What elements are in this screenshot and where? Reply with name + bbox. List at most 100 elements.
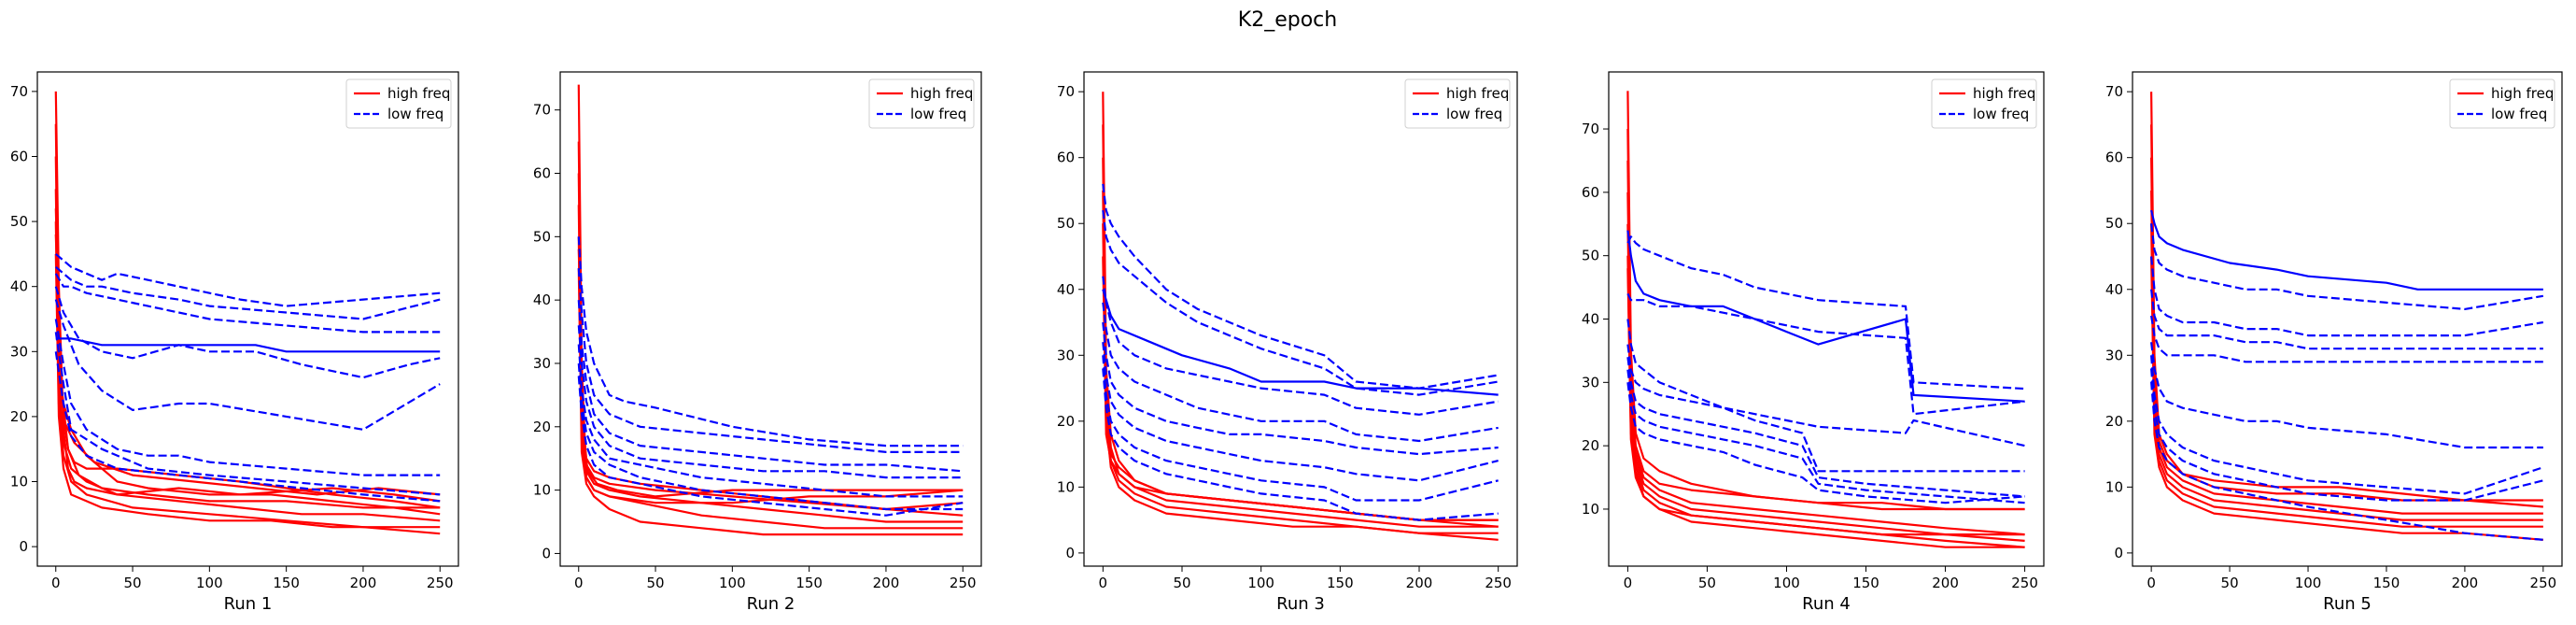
low-freq-line-9 — [577, 268, 964, 453]
x-tick-label: 50 — [647, 575, 665, 591]
y-tick-label: 30 — [533, 355, 551, 372]
low-freq-line-13 — [1102, 342, 1499, 482]
low-freq-line-12 — [54, 273, 441, 334]
high-freq-line-6 — [2150, 256, 2543, 541]
series-group — [54, 91, 441, 535]
high-freq-line-5 — [54, 221, 441, 535]
x-axis-label: Run 4 — [1802, 594, 1851, 614]
legend: high freq low freq — [345, 78, 452, 129]
high-freq-line-4 — [54, 189, 441, 522]
x-tick-label: 0 — [1624, 575, 1633, 591]
low-freq-line-9 — [55, 337, 441, 353]
chart-panel-1: 0 50 100 150 200 250 0 10 20 30 40 50 60 70 Run 1 high … — [10, 71, 459, 614]
legend-low-freq-label: low freq — [387, 106, 443, 122]
high-freq-line-1 — [54, 91, 441, 503]
x-tick-label: 100 — [1247, 575, 1274, 591]
legend-high-freq-label: high freq — [910, 85, 973, 102]
y-tick-label: 50 — [2105, 215, 2123, 232]
y-tick-label: 60 — [2105, 149, 2123, 166]
low-freq-line-7 — [1102, 289, 1499, 396]
y-tick-label: 30 — [1057, 347, 1075, 363]
y-tick-label: 70 — [2105, 83, 2123, 100]
high-freq-line-2 — [577, 141, 964, 511]
x-tick-label: 100 — [2295, 575, 2322, 591]
x-tick-label: 0 — [574, 575, 584, 591]
high-freq-line-5 — [577, 236, 964, 530]
chart-panel-3: 0 50 100 150 200 250 0 10 20 30 40 50 60 70 Run 3 high … — [1057, 71, 1518, 614]
plot-frame — [559, 71, 982, 567]
y-tick-label: 40 — [10, 278, 28, 295]
legend-high-freq-label: high freq — [387, 85, 450, 102]
series-group — [2150, 92, 2544, 541]
x-tick-label: 150 — [2373, 575, 2400, 591]
legend-high-freq-label: high freq — [2491, 85, 2554, 102]
high-freq-line-7 — [577, 249, 964, 498]
high-freq-line-2 — [1626, 128, 2025, 511]
y-tick-label: 40 — [1582, 311, 1599, 328]
y-tick-label: 50 — [533, 228, 551, 245]
y-tick-label: 20 — [10, 408, 28, 425]
y-tick-label: 20 — [2105, 413, 2123, 430]
low-freq-line-7 — [2150, 209, 2543, 291]
x-tick-label: 150 — [795, 575, 823, 591]
y-tick-label: 50 — [1057, 215, 1075, 232]
low-freq-line-11 — [1102, 302, 1499, 443]
high-freq-line-5 — [2150, 223, 2543, 528]
legend-high-freq-label: high freq — [1446, 85, 1509, 102]
high-freq-line-7 — [54, 234, 441, 496]
x-axis-label: Run 1 — [224, 594, 273, 614]
low-freq-line-10 — [1626, 292, 2025, 416]
low-freq-line-14 — [2150, 368, 2544, 502]
x-tick-label: 100 — [1773, 575, 1800, 591]
low-freq-line-8 — [577, 236, 964, 447]
y-tick-label: 10 — [10, 474, 28, 490]
high-freq-line-4 — [1102, 190, 1499, 541]
low-freq-line-13 — [2150, 355, 2544, 495]
legend-low-freq-label: low freq — [910, 106, 966, 122]
low-freq-line-14 — [54, 299, 441, 431]
low-freq-line-9 — [1102, 209, 1499, 396]
high-freq-line-3 — [2150, 157, 2543, 515]
high-freq-line-8 — [54, 208, 441, 509]
y-tick-label: 0 — [1065, 545, 1075, 561]
y-tick-label: 10 — [2105, 478, 2123, 495]
legend-box — [2449, 78, 2555, 129]
legend-low-freq-label: low freq — [1973, 106, 2029, 122]
low-freq-line-15 — [54, 319, 441, 476]
legend-box — [1404, 78, 1511, 129]
y-tick-label: 0 — [19, 538, 28, 555]
legend-low-freq-label: low freq — [1446, 106, 1502, 122]
x-tick-label: 200 — [2452, 575, 2479, 591]
low-freq-line-13 — [54, 286, 441, 379]
y-tick-label: 0 — [2114, 545, 2123, 561]
high-freq-line-2 — [2150, 124, 2543, 508]
chart-panel-2: 0 50 100 150 200 250 0 10 20 30 40 50 60 70 Run 2 high … — [533, 71, 982, 614]
low-freq-line-8 — [1102, 183, 1499, 390]
low-freq-line-11 — [577, 325, 964, 479]
low-freq-line-12 — [2150, 342, 2543, 449]
y-tick-label: 70 — [10, 83, 28, 100]
x-tick-label: 200 — [873, 575, 900, 591]
high-freq-line-7 — [1626, 268, 2025, 536]
high-freq-line-2 — [1102, 124, 1499, 528]
low-freq-line-10 — [2150, 289, 2543, 350]
low-freq-line-13 — [1626, 357, 2025, 498]
x-tick-label: 200 — [1932, 575, 1959, 591]
series-group — [1102, 92, 1499, 541]
low-freq-line-15 — [1102, 368, 1499, 521]
low-freq-line-12 — [1626, 344, 2025, 473]
y-tick-label: 60 — [1057, 149, 1075, 166]
chart-panel-4: 0 50 100 150 200 250 10 20 30 40 50 60 70 Run 4 high f… — [1582, 71, 2045, 614]
y-tick-label: 60 — [1582, 184, 1599, 201]
high-freq-line-2 — [54, 123, 441, 509]
x-tick-label: 250 — [427, 575, 454, 591]
legend-low-freq-label: low freq — [2491, 106, 2547, 122]
low-freq-line-15 — [2150, 381, 2543, 541]
x-tick-label: 150 — [1852, 575, 1879, 591]
legend-box — [1931, 78, 2037, 129]
x-tick-label: 0 — [51, 575, 61, 591]
x-tick-label: 50 — [1173, 575, 1190, 591]
low-freq-line-11 — [2150, 315, 2543, 363]
x-axis-label: Run 2 — [747, 594, 795, 614]
